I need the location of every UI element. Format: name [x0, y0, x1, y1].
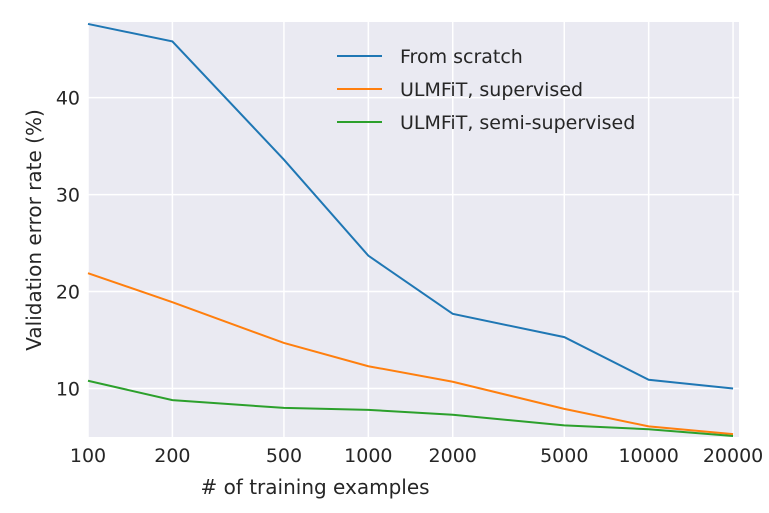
grid	[87, 22, 739, 437]
x-tick-label: 10000	[618, 445, 678, 467]
x-tick-label: 100	[70, 445, 106, 467]
x-tick-label: 5000	[540, 445, 588, 467]
series-lines	[87, 22, 734, 438]
legend-entry: ULMFiT, semi-supervised	[400, 112, 635, 134]
x-tick-label: 200	[154, 445, 190, 467]
legend-entry: ULMFiT, supervised	[400, 79, 583, 101]
legend: From scratch ULMFiT, supervised ULMFiT, se…	[337, 46, 635, 134]
x-tick-label: 1000	[344, 445, 392, 467]
plot-area	[88, 22, 739, 437]
x-tick-label: 2000	[429, 445, 477, 467]
series-line	[87, 379, 734, 438]
y-ticks: 10 20 30 40	[56, 88, 80, 401]
x-axis-label: # of training examples	[200, 475, 429, 499]
x-ticks: 100 200 500 1000 2000 5000 10000 20000	[70, 445, 763, 467]
x-tick-label: 20000	[703, 445, 763, 467]
y-tick-label: 30	[56, 185, 80, 207]
legend-entry: From scratch	[400, 46, 523, 68]
series-line	[87, 272, 734, 436]
y-axis-label: Validation error rate (%)	[22, 109, 46, 350]
x-tick-label: 500	[266, 445, 302, 467]
series-line	[87, 22, 734, 390]
y-tick-label: 10	[56, 379, 80, 401]
y-tick-label: 20	[56, 282, 80, 304]
y-tick-label: 40	[56, 88, 80, 110]
